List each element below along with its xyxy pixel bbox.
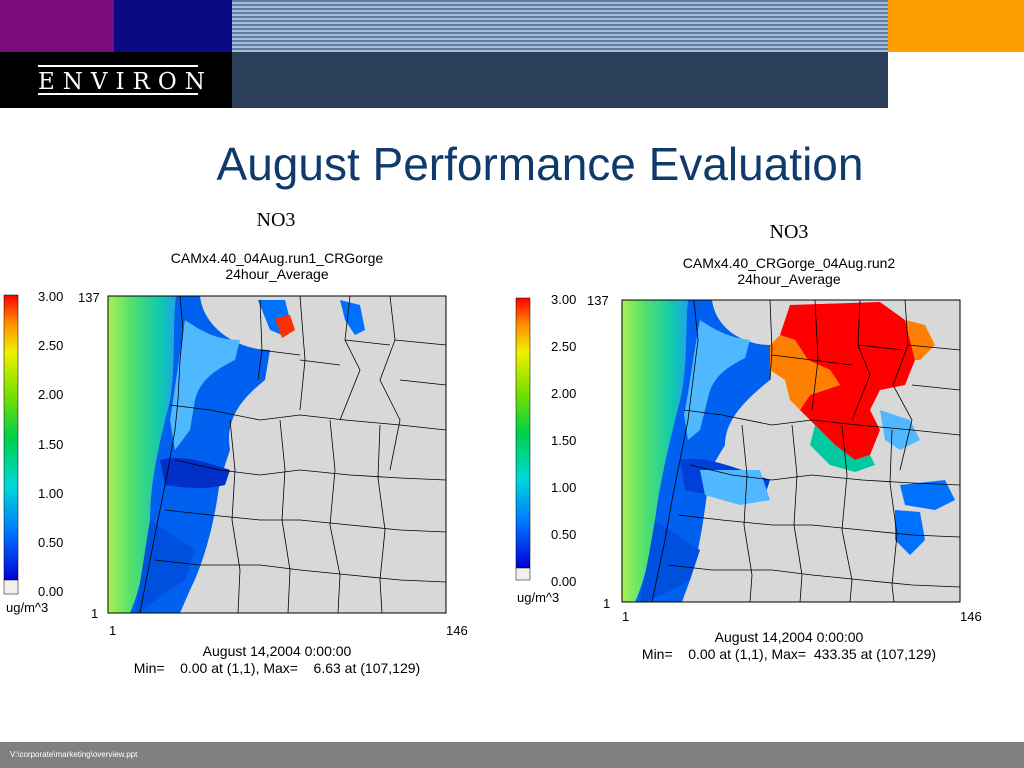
panel-1-x-right: 146 [446,623,468,638]
panel-1-scale-label: 1.00 [38,486,63,501]
panel-1-run-label: CAMx4.40_04Aug.run1_CRGorge [171,250,384,266]
panel-1-species: NO3 [257,209,296,231]
slide-title: August Performance Evaluation [216,138,864,190]
panel-2-scale-label: 1.00 [551,480,576,495]
panel-2-x-right: 146 [960,609,982,624]
panel-1-x-left: 1 [109,623,116,638]
panel-1-y-bottom: 1 [91,606,98,621]
panel-2-stats: Min= 0.00 at (1,1), Max= 433.35 at (107,… [642,646,936,662]
panel-2-x-left: 1 [622,609,629,624]
panel-2-date: August 14,2004 0:00:00 [715,629,864,645]
panel-2-color-scale: 3.00 2.50 2.00 1.50 1.00 0.50 0.00 ug/m^… [515,292,576,605]
panel-1-scale-label: 0.00 [38,584,63,599]
panel-2-unit: ug/m^3 [517,590,559,605]
panel-2-scale-label: 3.00 [551,292,576,307]
panel-2-run-label: CAMx4.40_CRGorge_04Aug.run2 [683,255,896,271]
environ-logo: ENVIRON [38,65,205,95]
footer-bar [0,742,1024,768]
panel-2-scale-label: 0.00 [551,574,576,589]
panel-1-map [107,295,447,614]
header-striped-band [232,0,888,52]
panel-2-scale-label: 1.50 [551,433,576,448]
header-navy-block [114,0,232,52]
panel-1-unit: ug/m^3 [6,600,48,615]
panel-1-scale-label: 3.00 [38,289,63,304]
panel-2-scale-label: 0.50 [551,527,576,542]
panel-2-species: NO3 [770,221,809,243]
panel-2-scale-label: 2.00 [551,386,576,401]
map-figures: NO3 CAMx4.40_04Aug.run1_CRGorge 24hour_A… [3,209,982,676]
footer-file-path: V:\corporate\marketing\overview.ppt [10,750,138,759]
panel-1: NO3 CAMx4.40_04Aug.run1_CRGorge 24hour_A… [3,209,468,676]
panel-1-scale-label: 2.00 [38,387,63,402]
panel-2-map [621,299,961,603]
panel-1-scale-label: 0.50 [38,535,63,550]
panel-1-scale-label: 1.50 [38,437,63,452]
header-slate-band [232,52,888,108]
panel-2-average-label: 24hour_Average [737,271,840,287]
header-orange-block [888,0,1024,52]
panel-1-y-top: 137 [78,290,100,305]
panel-2-y-bottom: 1 [603,596,610,611]
panel-1-stats: Min= 0.00 at (1,1), Max= 6.63 at (107,12… [134,660,420,676]
panel-2-y-top: 137 [587,293,609,308]
panel-1-average-label: 24hour_Average [225,266,328,282]
panel-1-color-scale: 3.00 2.50 2.00 1.50 1.00 0.50 0.00 ug/m^… [3,289,63,615]
panel-1-scale-label: 2.50 [38,338,63,353]
panel-2-scale-label: 2.50 [551,339,576,354]
panel-1-date: August 14,2004 0:00:00 [203,643,352,659]
header-purple-block [0,0,114,52]
panel-2: NO3 CAMx4.40_CRGorge_04Aug.run2 24hour_A… [515,221,982,662]
logo-background [0,52,232,108]
